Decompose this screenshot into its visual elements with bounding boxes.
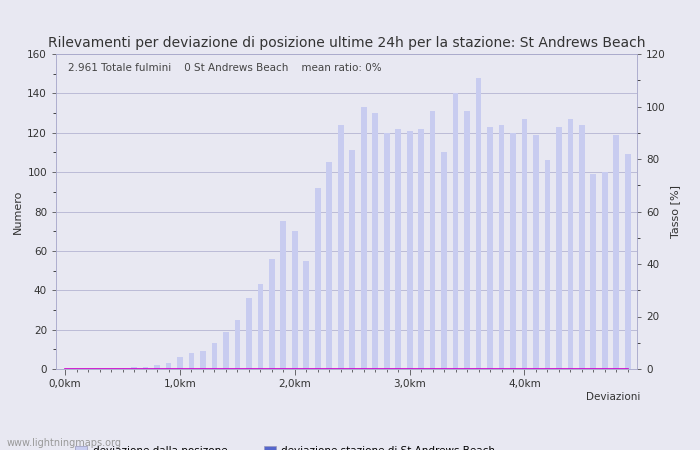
- Bar: [395, 129, 401, 369]
- Bar: [498, 125, 505, 369]
- Bar: [143, 367, 148, 369]
- Bar: [281, 221, 286, 369]
- Bar: [131, 367, 137, 369]
- Bar: [545, 160, 550, 369]
- Bar: [568, 119, 573, 369]
- Bar: [441, 153, 447, 369]
- Bar: [453, 94, 459, 369]
- Bar: [556, 127, 562, 369]
- Bar: [361, 107, 367, 369]
- Bar: [522, 119, 527, 369]
- Text: www.lightningmaps.org: www.lightningmaps.org: [7, 438, 122, 448]
- Bar: [464, 111, 470, 369]
- Bar: [188, 353, 195, 369]
- Text: Deviazioni: Deviazioni: [586, 392, 640, 401]
- Bar: [384, 133, 390, 369]
- Bar: [419, 129, 424, 369]
- Bar: [533, 135, 539, 369]
- Title: Rilevamenti per deviazione di posizione ultime 24h per la stazione: St Andrews B: Rilevamenti per deviazione di posizione …: [48, 36, 645, 50]
- Bar: [338, 125, 344, 369]
- Bar: [407, 131, 412, 369]
- Bar: [292, 231, 298, 369]
- Bar: [430, 111, 435, 369]
- Bar: [591, 174, 596, 369]
- Bar: [326, 162, 332, 369]
- Bar: [349, 150, 355, 369]
- Bar: [258, 284, 263, 369]
- Bar: [166, 363, 172, 369]
- Bar: [602, 172, 608, 369]
- Bar: [211, 343, 217, 369]
- Bar: [579, 125, 584, 369]
- Bar: [223, 332, 229, 369]
- Bar: [476, 78, 482, 369]
- Bar: [200, 351, 206, 369]
- Bar: [625, 154, 631, 369]
- Y-axis label: Numero: Numero: [13, 189, 23, 234]
- Bar: [487, 127, 493, 369]
- Bar: [613, 135, 620, 369]
- Bar: [372, 113, 378, 369]
- Bar: [234, 320, 240, 369]
- Bar: [154, 365, 160, 369]
- Bar: [510, 133, 516, 369]
- Bar: [177, 357, 183, 369]
- Y-axis label: Tasso [%]: Tasso [%]: [670, 185, 680, 238]
- Bar: [315, 188, 321, 369]
- Bar: [246, 298, 252, 369]
- Text: 2.961 Totale fulmini    0 St Andrews Beach    mean ratio: 0%: 2.961 Totale fulmini 0 St Andrews Beach …: [68, 63, 382, 73]
- Bar: [303, 261, 309, 369]
- Bar: [269, 259, 274, 369]
